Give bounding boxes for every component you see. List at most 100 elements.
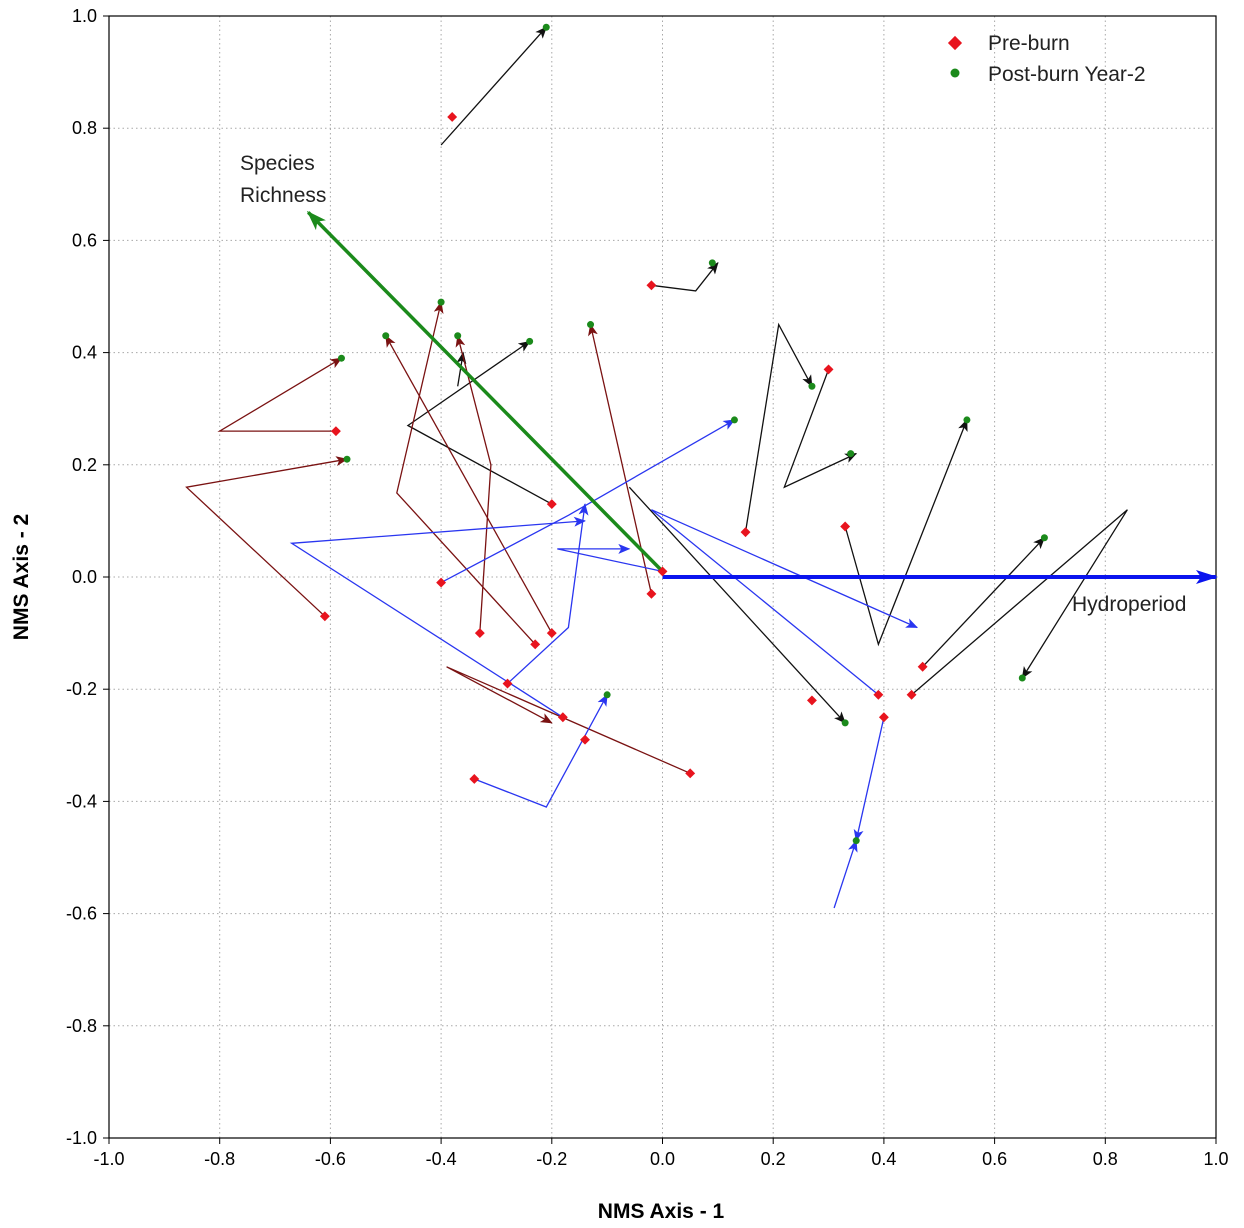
point-pre-burn: [436, 577, 447, 588]
point-post-burn: [708, 259, 716, 267]
point-post-burn: [808, 382, 816, 390]
point-post-burn: [526, 337, 534, 345]
point-post-burn: [841, 719, 849, 727]
y-tick-label: -0.2: [66, 679, 97, 699]
x-tick-label: 0.6: [982, 1149, 1007, 1169]
x-tick-label: -0.4: [426, 1149, 457, 1169]
trajectory-black: [651, 262, 719, 292]
point-post-burn: [587, 321, 595, 329]
y-tick-label: 0.2: [72, 455, 97, 475]
x-tick-label: 0.4: [871, 1149, 896, 1169]
trajectory-blue: [557, 543, 663, 573]
point-pre-burn: [840, 521, 851, 532]
point-post-burn: [454, 332, 462, 340]
trajectory-black: [844, 418, 968, 647]
trajectory-blue: [833, 839, 858, 909]
point-post-burn: [847, 450, 855, 458]
point-post-burn: [437, 298, 445, 306]
biplot-vectors: [306, 210, 1218, 584]
trajectory-black: [922, 536, 1046, 668]
trajectory-blue: [289, 516, 586, 718]
points: [319, 23, 1048, 845]
x-tick-label: -0.8: [204, 1149, 235, 1169]
trajectory-black: [440, 26, 547, 146]
y-tick-label: 0.0: [72, 567, 97, 587]
point-pre-burn: [546, 628, 557, 639]
point-pre-burn: [740, 527, 751, 538]
trajectory-blue: [507, 503, 589, 685]
x-tick-label: -1.0: [93, 1149, 124, 1169]
legend: Pre-burn Post-burn Year-2: [947, 32, 1146, 86]
point-pre-burn: [823, 364, 834, 375]
y-tick-label: -0.4: [66, 791, 97, 811]
trajectory-black: [406, 340, 553, 505]
vector-label-hydroperiod: Hydroperiod: [1072, 593, 1186, 616]
y-tick-label: 0.6: [72, 230, 97, 250]
x-tick-label: 0.8: [1093, 1149, 1118, 1169]
point-pre-burn: [917, 661, 928, 672]
x-axis: -1.0 -0.8 -0.6 -0.4 -0.2 0.0 0.2 0.4 0.6 0.8 1.0: [93, 1138, 1229, 1169]
trajectory-darkred: [217, 357, 343, 432]
trajectory-black: [911, 509, 1128, 696]
x-tick-label: -0.6: [315, 1149, 346, 1169]
legend-label-post-burn: Post-burn Year-2: [988, 63, 1146, 86]
point-pre-burn: [447, 112, 458, 122]
vector-label-species-richness-line1: Species: [240, 152, 315, 175]
point-post-burn: [1018, 674, 1026, 682]
point-pre-burn: [474, 628, 485, 639]
trajectory-darkred: [396, 301, 536, 645]
point-pre-burn: [580, 734, 590, 745]
point-pre-burn: [469, 774, 480, 784]
point-pre-burn: [906, 689, 917, 700]
trajectory-black: [628, 486, 846, 724]
y-axis-title: NMS Axis - 2: [10, 514, 33, 640]
trajectory-black: [744, 322, 813, 533]
point-pre-burn: [530, 639, 541, 650]
point-pre-burn: [330, 426, 341, 437]
vector-label-species-richness-line2: Richness: [240, 184, 326, 207]
point-post-burn: [852, 837, 860, 845]
point-post-burn: [963, 416, 971, 424]
y-tick-label: -0.8: [66, 1016, 97, 1036]
point-post-burn: [730, 416, 738, 424]
point-pre-burn: [878, 712, 889, 723]
trajectory-blue: [650, 509, 919, 696]
point-pre-burn: [806, 695, 817, 706]
point-post-burn: [542, 23, 550, 31]
point-pre-burn: [646, 588, 657, 599]
point-post-burn: [603, 691, 611, 699]
legend-marker-post-burn: [950, 68, 960, 78]
point-pre-burn: [657, 566, 668, 577]
point-pre-burn: [319, 611, 330, 622]
trajectory-darkred: [185, 456, 348, 617]
x-axis-title: NMS Axis - 1: [598, 1200, 725, 1223]
trajectory-black: [783, 369, 858, 489]
point-pre-burn: [646, 280, 657, 291]
point-post-burn: [1040, 534, 1048, 542]
vector-species-richness: [306, 210, 664, 573]
trajectory-darkred: [588, 323, 653, 594]
trajectory-darkred: [385, 334, 553, 634]
trajectory-blue: [474, 693, 608, 808]
trajectory-darkred: [446, 666, 691, 774]
point-pre-burn: [685, 768, 696, 779]
y-tick-label: 0.8: [72, 118, 97, 138]
trajectory-blue: [440, 419, 736, 584]
x-tick-label: 0.2: [761, 1149, 786, 1169]
trajectory-darkred: [455, 334, 492, 634]
trajectory-blue: [853, 717, 885, 842]
y-tick-label: 0.4: [72, 343, 97, 363]
point-post-burn: [382, 332, 390, 340]
x-tick-label: 1.0: [1203, 1149, 1228, 1169]
point-pre-burn: [546, 499, 557, 510]
trajectories: [185, 26, 1128, 909]
point-pre-burn: [502, 678, 513, 689]
y-tick-label: 1.0: [72, 6, 97, 26]
legend-label-pre-burn: Pre-burn: [988, 32, 1070, 55]
y-axis: 1.0 0.8 0.6 0.4 0.2 0.0 -0.2 -0.4 -0.6 -0.8 -1.0: [66, 6, 109, 1148]
point-pre-burn: [557, 712, 568, 723]
legend-marker-pre-burn: [947, 35, 963, 51]
x-tick-label: -0.2: [536, 1149, 567, 1169]
y-tick-label: -0.6: [66, 904, 97, 924]
